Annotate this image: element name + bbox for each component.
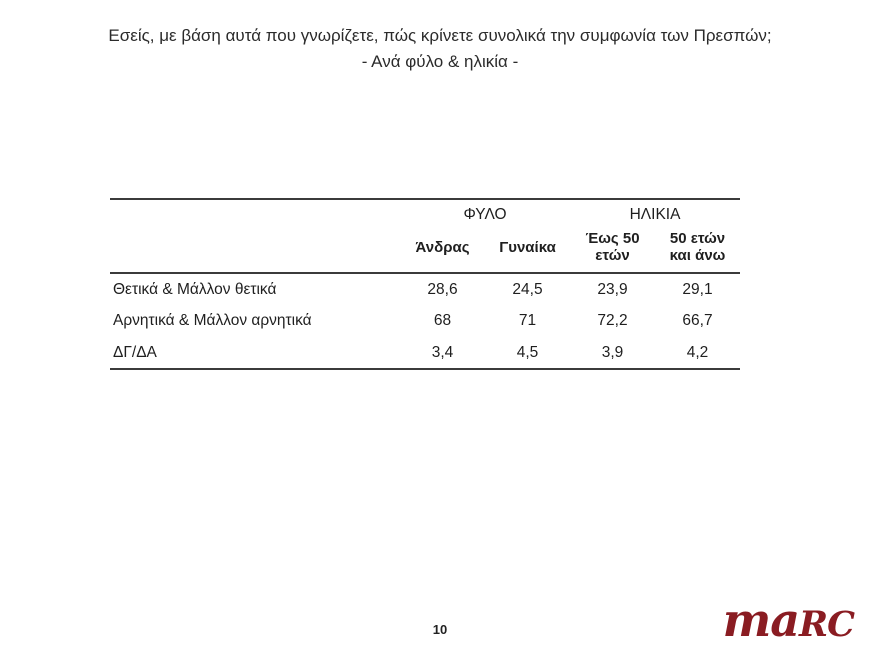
table-group-header-row: ΦΥΛΟ ΗΛΙΚΙΑ [110, 199, 740, 229]
table-row: ΔΓ/ΔΑ 3,4 4,5 3,9 4,2 [110, 337, 740, 369]
row-label-negative: Αρνητικά & Μάλλον αρνητικά [113, 312, 312, 329]
group-header-gender: ΦΥΛΟ [463, 205, 507, 223]
row-label-positive: Θετικά & Μάλλον θετικά [113, 280, 277, 298]
empty-corner-cell [110, 199, 400, 229]
column-header-50-and-over: 50 ετών και άνω [655, 229, 741, 274]
cell-value: 71 [518, 312, 537, 329]
marc-logo: maRC [723, 597, 855, 645]
cell-value: 4,2 [686, 343, 709, 361]
column-header-female: Γυναίκα [485, 229, 571, 274]
cell-value: 3,9 [601, 343, 624, 361]
cell-value: 3,4 [431, 343, 454, 361]
table-row: Θετικά & Μάλλον θετικά 28,6 24,5 23,9 29… [110, 273, 740, 305]
marc-logo-caps: RC [799, 604, 855, 645]
group-header-age: ΗΛΙΚΙΑ [629, 205, 681, 223]
page-number: 10 [432, 622, 448, 637]
cell-value: 72,2 [597, 312, 628, 329]
empty-corner-cell [110, 229, 400, 274]
marc-logo-lowercase: ma [722, 593, 800, 647]
cell-value: 66,7 [682, 312, 713, 329]
slide-title: Εσείς, με βάση αυτά που γνωρίζετε, πώς κ… [0, 23, 880, 75]
cell-value: 23,9 [597, 280, 628, 298]
slide-title-line1: Εσείς, με βάση αυτά που γνωρίζετε, πώς κ… [108, 26, 772, 45]
cell-value: 29,1 [682, 280, 713, 298]
slide-title-line2: - Ανά φύλο & ηλικία - [361, 52, 519, 71]
column-header-up-to-50: Έως 50 ετών [570, 229, 656, 274]
row-label-dont-know: ΔΓ/ΔΑ [113, 343, 157, 361]
cell-value: 24,5 [512, 280, 543, 298]
cell-value: 68 [433, 312, 452, 329]
results-table: ΦΥΛΟ ΗΛΙΚΙΑ Άνδρας Γυναίκα Έως 50 ετών 5… [110, 198, 741, 370]
table-column-header-row: Άνδρας Γυναίκα Έως 50 ετών 50 ετών και ά… [110, 229, 741, 274]
cell-value: 28,6 [427, 280, 458, 298]
cell-value: 4,5 [516, 343, 539, 361]
column-header-male: Άνδρας [400, 229, 485, 274]
table-row: Αρνητικά & Μάλλον αρνητικά 68 71 72,2 66… [110, 305, 740, 337]
